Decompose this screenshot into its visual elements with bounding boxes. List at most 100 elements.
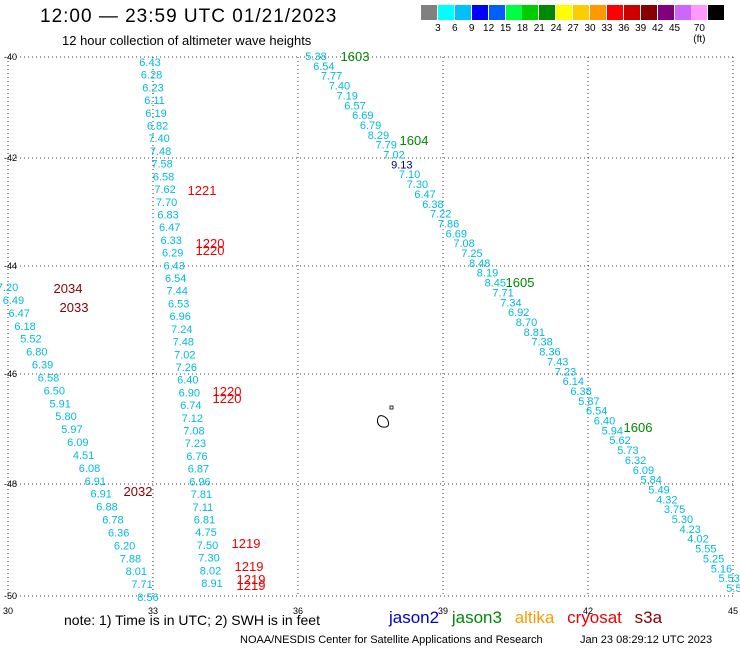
swh-value-label: 7.62 — [154, 184, 175, 196]
swh-value-label: 6.14 — [563, 376, 584, 388]
swh-value-label: 6.18 — [14, 321, 35, 333]
swh-value-label: 6.78 — [102, 515, 123, 527]
color-scale-label: 6 — [452, 23, 458, 34]
swh-value-label: 5.30 — [672, 514, 693, 526]
swh-value-label: 7.10 — [399, 169, 420, 181]
swh-value-label: 6.29 — [162, 248, 183, 260]
color-swatch — [590, 5, 606, 20]
swh-value-label: 7.58 — [151, 159, 172, 171]
color-swatch — [454, 5, 471, 20]
color-scale-label: 36 — [618, 23, 630, 34]
swh-value-label: 7.48 — [150, 146, 171, 158]
legend-altika: altika — [514, 608, 555, 627]
color-scale-label: 27 — [567, 23, 579, 34]
swh-value-label: 5.25 — [703, 553, 724, 565]
pass-time-label: 1219 — [232, 536, 261, 551]
swh-value-label: 6.54 — [586, 406, 607, 418]
swh-value-label: 4.51 — [73, 450, 94, 462]
swh-value-label: 6.09 — [633, 465, 654, 477]
swh-value-label: 6.80 — [26, 347, 47, 359]
swh-value-label: 6.74 — [180, 400, 201, 412]
color-scale-label: 12 — [483, 23, 495, 34]
pass-time-label: 1219 — [235, 559, 264, 574]
island-outline — [377, 405, 394, 428]
y-tick-label: -42 — [4, 153, 17, 163]
swh-value-label: 5.97 — [61, 424, 82, 436]
swh-value-label: 6.47 — [414, 189, 435, 201]
swh-value-label: 6.53 — [168, 298, 189, 310]
swh-value-label: 6.23 — [142, 82, 163, 94]
pass-time-label: 1606 — [624, 420, 653, 435]
pass-time-label: 1219 — [237, 578, 266, 593]
swh-value-label: 7.30 — [407, 179, 428, 191]
swh-value-label: 6.47 — [159, 222, 180, 234]
color-swatch — [674, 5, 691, 20]
color-swatch — [471, 5, 488, 20]
color-scale-label: 21 — [533, 23, 545, 34]
x-tick-label: 45 — [728, 606, 738, 616]
swh-value-label: 6.20 — [114, 540, 135, 552]
swh-value-label: 4.75 — [195, 527, 216, 539]
page-title: 12:00 — 23:59 UTC 01/21/2023 — [40, 6, 338, 27]
swh-value-label: 6.91 — [85, 476, 106, 488]
pass-time-label: 1603 — [341, 49, 370, 64]
swh-value-label: 8.29 — [368, 130, 389, 142]
swh-value-label: 6.69 — [352, 110, 373, 122]
swh-value-label: 5.80 — [55, 411, 76, 423]
map-grid — [7, 56, 734, 597]
satellite-legend: jason2 jason3 altika cryosat s3a — [389, 608, 670, 628]
x-tick-label: 42 — [583, 606, 593, 616]
color-scale-label: 33 — [601, 23, 613, 34]
color-scale-label: 18 — [516, 23, 528, 34]
swh-value-label: 5.53 — [718, 573, 739, 585]
swh-value-label: 6.54 — [165, 273, 186, 285]
swh-value-label: 6.96 — [189, 476, 210, 488]
swh-value-label: 5.87 — [578, 396, 599, 408]
y-tick-label: -40 — [4, 52, 17, 62]
color-swatch — [691, 5, 708, 20]
color-scale-label: 15 — [499, 23, 512, 34]
swh-value-label: 4.02 — [687, 534, 708, 546]
legend-cryosat: cryosat — [567, 608, 622, 627]
swh-value-label: 7.23 — [185, 438, 206, 450]
swh-value-label: 6.38 — [570, 386, 591, 398]
y-tick-label: -46 — [4, 369, 17, 379]
footer-note: note: 1) Time is in UTC; 2) SWH is in fe… — [64, 612, 320, 628]
swh-value-label: 6.87 — [188, 464, 209, 476]
generation-timestamp: Jan 23 08:29:12 UTC 2023 — [580, 634, 713, 646]
swh-value-label: 7.24 — [171, 324, 192, 336]
axis-labels: 30 33 36 39 42 45 -40 -42 -44 -46 -48 -50 — [3, 52, 738, 616]
x-tick-label: 30 — [3, 606, 13, 616]
swh-value-label: 6.58 — [153, 171, 174, 183]
pass-time-label: 1219 — [237, 572, 266, 587]
color-scale-label: 30 — [584, 23, 596, 34]
swh-value-label: 7.44 — [166, 286, 187, 298]
swh-value-label: 6.57 — [344, 100, 365, 112]
swh-value-label: 5.49 — [648, 485, 669, 497]
swh-value-label: 6.28 — [141, 70, 162, 82]
swh-value-label: 7.50 — [197, 540, 218, 552]
swh-value-label: 8.19 — [477, 268, 498, 280]
swh-value-label: 7.43 — [547, 356, 568, 368]
swh-value-label: 4.32 — [656, 494, 677, 506]
swh-value-label: 5.91 — [49, 398, 70, 410]
swh-value-label: 6.92 — [508, 307, 529, 319]
color-swatch — [437, 5, 454, 20]
swh-value-label: 7.26 — [176, 362, 197, 374]
swh-value-label: 6.91 — [90, 489, 111, 501]
swh-value-label: 7.81 — [191, 489, 212, 501]
swh-value-label: 6.58 — [38, 372, 59, 384]
pass-time-labels: 1603160416051606122112201220122012201219… — [54, 49, 653, 593]
swh-value-label: 5.38 — [305, 51, 326, 63]
swh-value-label: 6.79 — [360, 120, 381, 132]
swh-value-label: 7.40 — [148, 133, 169, 145]
color-scale-label: 39 — [635, 23, 647, 34]
color-scale-label: 45 — [668, 23, 681, 34]
x-tick-label: 36 — [293, 606, 303, 616]
swh-value-label: 6.19 — [145, 108, 166, 120]
pass-time-label: 2033 — [60, 300, 89, 315]
swh-value-label: 8.91 — [201, 578, 222, 590]
swh-value-label: 5.73 — [617, 445, 638, 457]
color-scale-label: 9 — [468, 23, 475, 34]
